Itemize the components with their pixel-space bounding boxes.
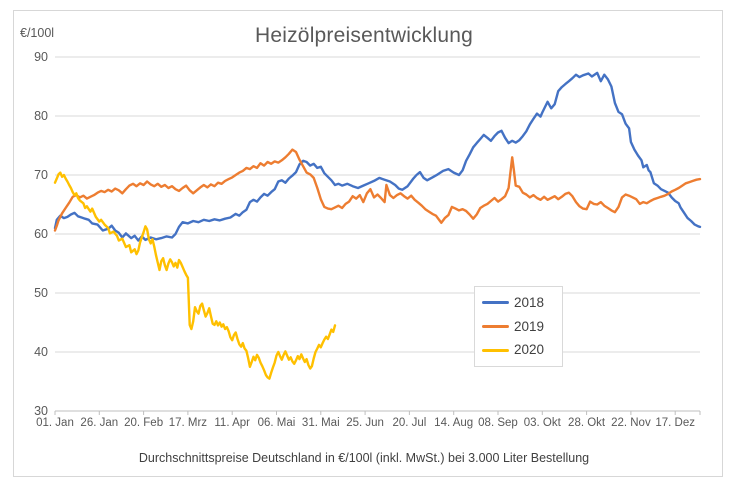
x-axis-tick-label: 28. Okt — [568, 417, 606, 429]
y-axis-tick-label: 80 — [34, 109, 48, 123]
chart-title: Heizölpreisentwicklung — [255, 24, 473, 47]
legend-label-2019: 2019 — [514, 318, 545, 334]
x-axis-tick-label: 14. Aug — [434, 417, 473, 429]
series-line-2020 — [53, 171, 337, 380]
series-line-2018 — [53, 71, 702, 242]
x-axis-tick-label: 03. Okt — [524, 417, 562, 429]
legend-label-2020: 2020 — [514, 342, 545, 358]
y-axis-tick-label: 40 — [34, 345, 48, 359]
x-axis-tick-label: 06. Mai — [258, 417, 296, 429]
legend-line-swatch-2020 — [482, 348, 509, 352]
x-axis-tick-label: 22. Nov — [611, 417, 651, 429]
x-axis-tick-label: 01. Jan — [36, 417, 74, 429]
y-axis-tick-label: 30 — [34, 404, 48, 418]
x-axis-tick-label: 17. Mrz — [169, 417, 208, 429]
y-axis-tick-label: 90 — [34, 50, 48, 64]
legend-item-2020: 2020 — [482, 343, 562, 357]
legend-label-2018: 2018 — [514, 295, 545, 311]
legend: 2018 2019 2020 — [474, 286, 563, 367]
x-axis-tick-label: 31. Mai — [302, 417, 340, 429]
x-axis-tick-label: 20. Jul — [392, 417, 426, 429]
x-axis-tick-label: 11. Apr — [214, 417, 250, 429]
chart-frame — [13, 10, 723, 477]
x-axis-tick-label: 08. Sep — [478, 417, 518, 429]
legend-line-swatch-2018 — [482, 301, 509, 305]
x-axis-tick-label: 20. Feb — [124, 417, 163, 429]
y-axis-tick-label: 70 — [34, 168, 48, 182]
series-line-2019 — [53, 148, 702, 232]
legend-item-2019: 2019 — [482, 320, 562, 334]
x-axis-caption: Durchschnittspreise Deutschland in €/100… — [138, 451, 590, 465]
legend-item-2018: 2018 — [482, 296, 562, 310]
x-axis-tick-label: 25. Jun — [346, 417, 384, 429]
y-axis-tick-label: 60 — [34, 227, 48, 241]
legend-line-swatch-2019 — [482, 324, 509, 328]
y-axis-tick-label: 50 — [34, 286, 48, 300]
x-axis-tick-label: 17. Dez — [655, 417, 695, 429]
x-axis-tick-label: 26. Jan — [80, 417, 118, 429]
y-axis-unit-label: €/100l — [20, 26, 55, 40]
